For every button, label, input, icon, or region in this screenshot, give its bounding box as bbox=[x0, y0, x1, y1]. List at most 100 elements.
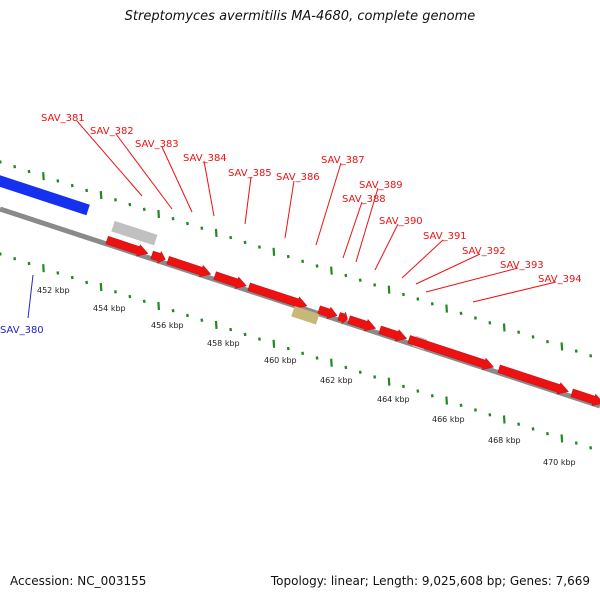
inner-tick-mark bbox=[214, 320, 218, 329]
scale-tick-label: 454 kbp bbox=[93, 304, 126, 313]
gene-labels: SAV_380SAV_381SAV_382SAV_383SAV_384SAV_3… bbox=[0, 113, 582, 336]
inner-tick-mark bbox=[344, 365, 348, 370]
gene-sav-382[interactable] bbox=[105, 234, 150, 259]
gene-sav-380[interactable] bbox=[0, 174, 90, 216]
inner-tick-mark bbox=[574, 441, 578, 445]
outer-tick-mark bbox=[27, 169, 31, 174]
inner-tick-mark bbox=[430, 394, 434, 398]
gene-callout-line bbox=[425, 267, 519, 293]
genome-summary-text: Topology: linear; Length: 9,025,608 bp; … bbox=[270, 574, 590, 588]
gene-sav-386[interactable] bbox=[247, 281, 309, 311]
gene-callout-line bbox=[472, 281, 557, 303]
outer-tick-ring bbox=[0, 160, 593, 358]
gene-sav-381[interactable] bbox=[111, 220, 158, 246]
gene-sav-385[interactable] bbox=[213, 270, 248, 292]
inner-tick-mark bbox=[402, 384, 405, 389]
inner-tick-mark bbox=[488, 413, 492, 417]
gene-label[interactable]: SAV_393 bbox=[500, 260, 544, 271]
gene-callout-line bbox=[203, 160, 215, 217]
gene-label[interactable]: SAV_394 bbox=[538, 274, 582, 285]
inner-tick-mark bbox=[85, 280, 89, 285]
inner-tick-mark bbox=[70, 275, 74, 280]
inner-tick-mark bbox=[387, 377, 391, 386]
outer-tick-mark bbox=[13, 165, 17, 169]
scale-tick-label: 456 kbp bbox=[151, 321, 184, 330]
inner-tick-mark bbox=[474, 408, 477, 412]
gene-sav-394[interactable] bbox=[497, 363, 570, 397]
inner-tick-mark bbox=[373, 375, 377, 379]
outer-tick-mark bbox=[301, 259, 305, 263]
outer-tick-mark bbox=[517, 330, 521, 334]
outer-tick-mark bbox=[142, 207, 146, 211]
gene-sav-388[interactable] bbox=[317, 304, 339, 321]
inner-tick-mark bbox=[546, 432, 549, 436]
outer-tick-mark bbox=[459, 311, 463, 315]
gene-sav-390[interactable] bbox=[347, 314, 377, 334]
gene-sav-393[interactable] bbox=[407, 334, 495, 373]
outer-tick-mark bbox=[114, 198, 117, 202]
outer-tick-mark bbox=[200, 226, 204, 230]
outer-tick-mark bbox=[99, 191, 103, 200]
outer-tick-mark bbox=[85, 188, 89, 193]
outer-tick-mark bbox=[488, 321, 492, 325]
inner-tick-ring bbox=[0, 252, 593, 450]
gene-label[interactable]: SAV_383 bbox=[135, 139, 179, 150]
inner-tick-mark bbox=[99, 283, 103, 292]
inner-tick-mark bbox=[171, 309, 175, 313]
gene-label[interactable]: SAV_380 bbox=[0, 325, 44, 336]
scale-tick-label: 464 kbp bbox=[377, 395, 410, 404]
outer-tick-mark bbox=[229, 235, 233, 240]
gene-sav-391[interactable] bbox=[378, 324, 408, 344]
gene-callout-line bbox=[315, 162, 342, 246]
scale-tick-label: 466 kbp bbox=[432, 415, 465, 424]
inner-tick-mark bbox=[0, 252, 2, 256]
gene-callout-line bbox=[27, 274, 34, 319]
gene-sav-383[interactable] bbox=[150, 249, 167, 265]
outer-tick-mark bbox=[358, 278, 362, 282]
outer-tick-mark bbox=[474, 316, 477, 320]
inner-tick-mark bbox=[258, 337, 261, 341]
inner-tick-mark bbox=[128, 294, 132, 299]
outer-tick-mark bbox=[286, 254, 290, 259]
gene-sav-394[interactable] bbox=[570, 387, 600, 409]
gene-label[interactable]: SAV_390 bbox=[379, 216, 423, 227]
outer-tick-mark bbox=[344, 273, 348, 278]
inner-tick-mark bbox=[517, 422, 521, 426]
gene-features bbox=[0, 174, 600, 409]
gene-label[interactable]: SAV_391 bbox=[423, 231, 467, 242]
gene-label[interactable]: SAV_381 bbox=[41, 113, 85, 124]
outer-tick-mark bbox=[315, 264, 319, 268]
gene-label[interactable]: SAV_384 bbox=[183, 153, 227, 164]
inner-tick-mark bbox=[445, 396, 448, 405]
outer-tick-mark bbox=[546, 340, 549, 344]
gene-label[interactable]: SAV_382 bbox=[90, 126, 134, 137]
scale-tick-label: 470 kbp bbox=[543, 458, 576, 467]
outer-tick-mark bbox=[70, 183, 74, 188]
inner-tick-mark bbox=[531, 427, 535, 431]
gene-callout-line bbox=[161, 146, 193, 213]
gene-label[interactable]: SAV_386 bbox=[276, 172, 320, 183]
scale-tick-label: 462 kbp bbox=[320, 376, 353, 385]
inner-tick-mark bbox=[229, 327, 233, 332]
outer-tick-mark bbox=[387, 285, 391, 294]
gene-label[interactable]: SAV_387 bbox=[321, 155, 365, 166]
outer-tick-mark bbox=[416, 297, 420, 301]
gene-callout-line bbox=[244, 176, 252, 225]
gene-sav-389[interactable] bbox=[337, 311, 349, 325]
inner-tick-mark bbox=[272, 339, 276, 348]
gene-sav-384[interactable] bbox=[166, 254, 212, 279]
inner-tick-mark bbox=[200, 318, 204, 322]
gene-callout-line bbox=[284, 180, 295, 239]
gene-label[interactable]: SAV_388 bbox=[342, 194, 386, 205]
gene-label[interactable]: SAV_389 bbox=[359, 180, 403, 191]
inner-tick-mark bbox=[27, 261, 31, 266]
outer-tick-mark bbox=[589, 354, 593, 358]
outer-tick-mark bbox=[56, 179, 60, 183]
gene-callout-line bbox=[415, 253, 481, 285]
inner-tick-mark bbox=[589, 446, 593, 450]
gene-label[interactable]: SAV_392 bbox=[462, 246, 506, 257]
gene-label[interactable]: SAV_385 bbox=[228, 168, 272, 179]
outer-tick-mark bbox=[445, 304, 448, 313]
gene-sav-387[interactable] bbox=[291, 305, 320, 325]
outer-tick-mark bbox=[402, 292, 405, 297]
